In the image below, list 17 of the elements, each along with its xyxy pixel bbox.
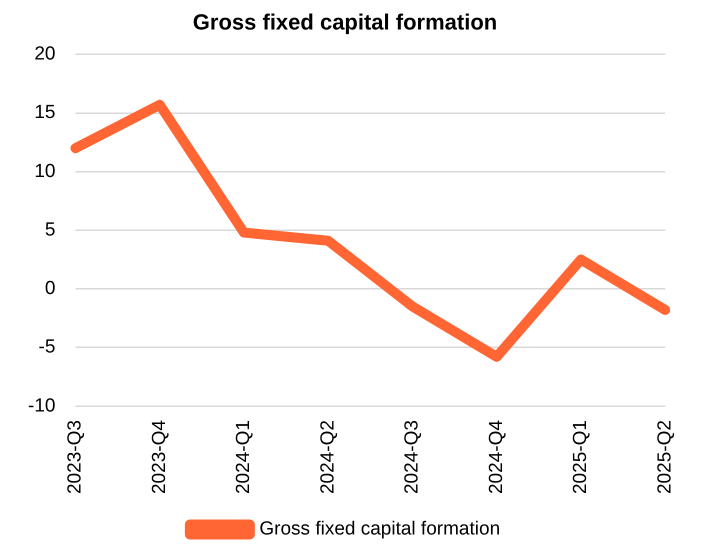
x-tick-label: 2023-Q4 [148,420,170,494]
x-tick-label: 2024-Q4 [486,420,507,494]
y-tick-label: 15 [34,102,56,124]
chart-title: Gross fixed capital formation [192,9,498,34]
x-tick-label: 2024-Q2 [317,420,338,494]
y-tick-label: 20 [34,44,56,65]
x-tick-label: 2025-Q1 [570,420,592,494]
y-tick-label: 0 [44,278,56,300]
y-tick-label: -10 [28,395,56,416]
y-tick-label: 10 [34,160,56,182]
y-tick-label: 5 [44,219,56,240]
legend-label: Gross fixed capital formation [259,518,500,540]
x-tick-label: 2024-Q1 [233,420,254,494]
y-tick-label: -5 [38,336,56,358]
x-tick-label: 2023-Q3 [64,420,86,494]
x-tick-label: 2024-Q3 [402,420,423,494]
x-tick-label: 2025-Q2 [654,420,676,494]
